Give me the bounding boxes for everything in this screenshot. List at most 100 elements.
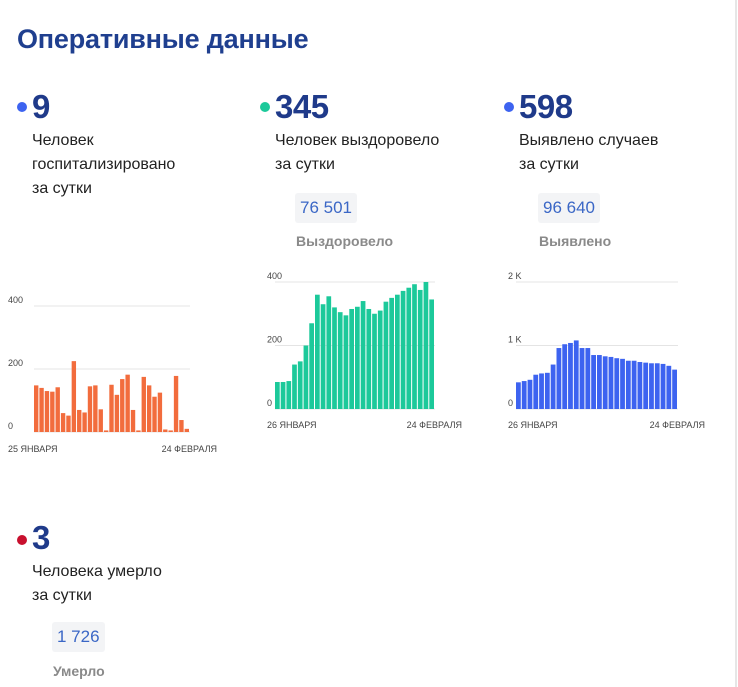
detected-bar [527, 379, 533, 409]
detected-bar [637, 362, 643, 409]
detected-total-badge: 96 640 [538, 193, 600, 223]
recovered-bar [303, 345, 309, 409]
hospitalized-bar [109, 384, 114, 432]
detected-bar [649, 363, 654, 409]
recovered-bar [286, 381, 292, 409]
hospitalized-number: 9 [32, 88, 50, 125]
detected-desc: Выявлено случаев за сутки [519, 129, 658, 177]
hospitalized-dot [17, 102, 27, 112]
detected-ytick-label-2: 2 K [508, 271, 522, 281]
detected-bar [660, 363, 666, 409]
recovered-dot [260, 102, 270, 112]
recovered-number: 345 [275, 88, 329, 125]
hospitalized-desc: Человек госпитализировано за сутки [32, 129, 175, 201]
recovered-bar [360, 301, 366, 409]
hospitalized-x-end-label: 24 ФЕВРАЛЯ [162, 444, 217, 454]
detected-dot [504, 102, 514, 112]
hospitalized-bar-chart: 0 200 400 25 ЯНВАРЯ 24 ФЕВРАЛЯ [8, 295, 217, 454]
detected-desc-line2: за сутки [519, 156, 579, 173]
detected-bar [620, 358, 625, 409]
hospitalized-desc-line3: за сутки [32, 180, 92, 197]
recovered-bar [355, 306, 360, 409]
recovered-bar [280, 382, 286, 409]
hospitalized-ytick-label-1: 200 [8, 358, 23, 368]
died-number: 3 [32, 519, 50, 556]
recovered-desc: Человек выздоровело за сутки [275, 129, 439, 177]
detected-total-label: Выявлено [539, 233, 612, 249]
hospitalized-bar [93, 385, 98, 432]
recovered-bar [292, 364, 297, 409]
died-dot [17, 535, 27, 545]
hospitalized-bar [87, 386, 93, 432]
died-desc-line1: Человека умерло [32, 563, 162, 580]
detected-bar [568, 342, 573, 409]
hospitalized-bar [146, 385, 152, 432]
detected-bar [521, 381, 527, 409]
detected-bar [562, 344, 568, 409]
hospitalized-bar [44, 391, 50, 432]
detected-bar [550, 364, 556, 409]
died-total-badge: 1 726 [52, 622, 105, 652]
detected-ytick-label-0: 0 [508, 398, 513, 408]
recovered-bar [395, 294, 400, 409]
hospitalized-bar [125, 374, 130, 432]
hospitalized-bar [152, 396, 157, 432]
page-title: Оперативные данные [17, 24, 309, 54]
detected-x-start-label: 26 ЯНВАРЯ [508, 420, 558, 430]
hospitalized-bar [173, 375, 179, 432]
detected-bar [591, 355, 596, 409]
hospitalized-x-start-label: 25 ЯНВАРЯ [8, 444, 58, 454]
hospitalized-ytick-label-0: 0 [8, 421, 13, 431]
detected-bar [544, 372, 550, 409]
page-right-border [735, 0, 737, 687]
recovered-bar [315, 294, 320, 409]
detected-bar [643, 362, 649, 409]
hospitalized-bar [136, 430, 141, 432]
died-desc-line2: за сутки [32, 587, 92, 604]
hospitalized-bar [120, 379, 125, 432]
hospitalized-desc-line2: госпитализировано [32, 156, 176, 173]
recovered-bar [423, 282, 429, 409]
hospitalized-bar [50, 391, 55, 432]
detected-bar [579, 348, 585, 409]
hospitalized-bar [130, 409, 136, 432]
hospitalized-bar [114, 394, 120, 432]
recovered-total-badge: 76 501 [295, 193, 357, 223]
recovered-desc-line1: Человек выздоровело [275, 132, 440, 149]
recovered-bar [406, 287, 412, 409]
recovered-bar [412, 284, 417, 409]
detected-bar [614, 358, 620, 409]
died-desc: Человека умерло за сутки [32, 560, 162, 608]
detected-desc-line1: Выявлено случаев [519, 132, 659, 149]
hospitalized-bar [66, 415, 71, 432]
detected-ytick-label-1: 1 K [508, 335, 522, 345]
hospitalized-bar [60, 413, 66, 432]
detected-bar [585, 348, 591, 409]
detected-x-end-label: 24 ФЕВРАЛЯ [650, 420, 705, 430]
hospitalized-bar [39, 387, 44, 432]
detected-bar [573, 340, 579, 409]
recovered-bar [275, 382, 280, 409]
detected-bar [654, 363, 660, 409]
hospitalized-bar [163, 429, 168, 432]
hospitalized-bar [77, 409, 82, 432]
recovered-bar [383, 301, 389, 409]
hospitalized-bar [34, 385, 39, 432]
hospitalized-bar [141, 376, 146, 433]
hospitalized-bar [98, 409, 103, 432]
hospitalized-bar [157, 392, 163, 433]
detected-bar [666, 365, 672, 409]
recovered-x-start-label: 26 ЯНВАРЯ [267, 420, 317, 430]
recovered-bar [320, 304, 326, 409]
detected-bar [631, 360, 637, 409]
died-total-label: Умерло [53, 663, 105, 679]
detected-bar [625, 360, 631, 409]
detected-bar [533, 374, 539, 409]
recovered-bar [372, 313, 377, 409]
recovered-bar [309, 323, 314, 409]
recovered-bar-chart: 0 200 400 26 ЯНВАРЯ 24 ФЕВРАЛЯ [267, 271, 462, 430]
recovered-bar [337, 312, 343, 409]
hospitalized-bar [184, 428, 189, 432]
detected-bar [608, 356, 614, 409]
detected-bar-chart: 0 1 K 2 K 26 ЯНВАРЯ 24 ФЕВРАЛЯ [508, 271, 705, 430]
